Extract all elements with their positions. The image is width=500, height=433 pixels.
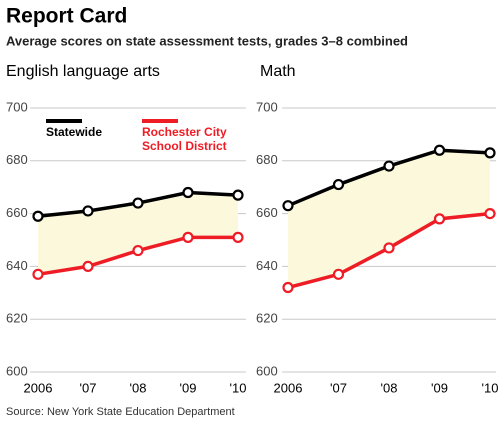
x-tick-label: '08 — [381, 380, 398, 395]
y-tick-label: 620 — [256, 311, 278, 326]
point — [182, 186, 194, 199]
x-tick-label: '07 — [80, 380, 97, 395]
x-tick-label: '08 — [130, 380, 147, 395]
point — [32, 268, 44, 280]
y-tick-label: 660 — [256, 205, 278, 220]
point — [232, 189, 244, 201]
y-tick-label: 640 — [6, 258, 28, 273]
point — [433, 144, 446, 156]
point — [82, 260, 94, 272]
point — [282, 281, 294, 294]
point — [484, 208, 496, 220]
point — [132, 197, 144, 209]
title: Report Card — [6, 5, 127, 28]
point — [383, 160, 395, 172]
y-tick-label: 680 — [256, 152, 278, 167]
legend-label: Rochester City School District — [142, 125, 227, 153]
panel-title: Math — [260, 63, 296, 80]
y-tick-label: 680 — [6, 152, 28, 167]
subtitle: Average scores on state assessment tests… — [6, 33, 408, 48]
point — [182, 231, 194, 243]
x-tick-label: 2006 — [24, 380, 53, 395]
source: Source: New York State Education Departm… — [6, 406, 235, 418]
point — [232, 231, 244, 243]
y-tick-label: 620 — [6, 311, 28, 326]
y-tick-label: 640 — [256, 258, 278, 273]
point — [132, 244, 144, 257]
point — [332, 178, 345, 191]
x-tick-label: '10 — [230, 380, 247, 395]
point — [32, 210, 44, 222]
point — [332, 268, 345, 280]
y-tick-label: 700 — [256, 99, 278, 114]
x-tick-label: '09 — [431, 380, 448, 395]
point — [433, 213, 446, 225]
y-tick-label: 660 — [6, 205, 28, 220]
point — [282, 200, 294, 212]
panel-title: English language arts — [6, 63, 160, 80]
legend-label: Statewide — [46, 125, 103, 139]
y-tick-label: 600 — [6, 363, 28, 378]
x-tick-label: '09 — [180, 380, 197, 395]
x-tick-label: '07 — [330, 380, 347, 395]
x-tick-label: 2006 — [274, 380, 303, 395]
y-tick-label: 700 — [6, 99, 28, 114]
point — [82, 205, 94, 217]
y-tick-label: 600 — [256, 363, 278, 378]
point — [383, 242, 395, 254]
x-tick-label: '10 — [482, 380, 499, 395]
point — [484, 147, 496, 159]
